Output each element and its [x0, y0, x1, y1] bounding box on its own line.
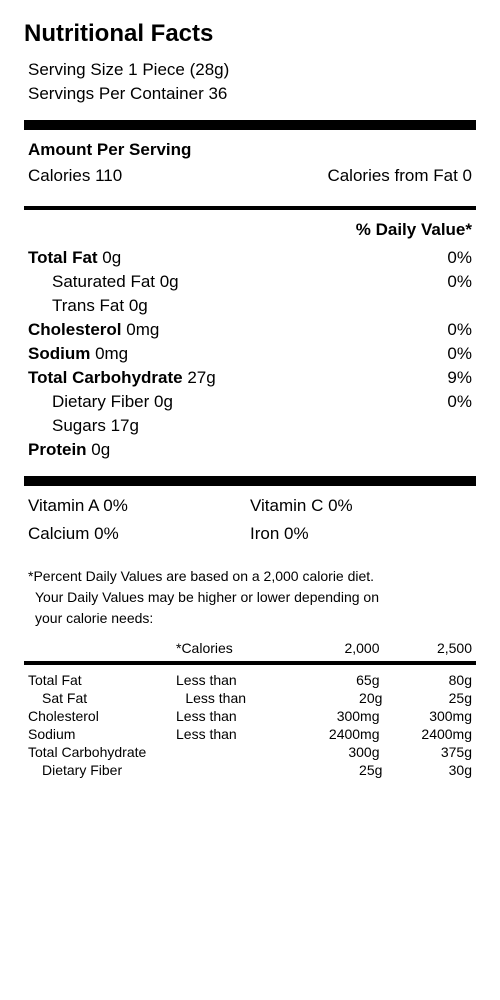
- ref-cell: 30g: [382, 762, 472, 778]
- ref-table-row: Total Carbohydrate 300g375g: [28, 743, 472, 761]
- nutrient-percent: 0%: [447, 320, 472, 340]
- ref-table-row: Dietary Fiber 25g30g: [28, 761, 472, 779]
- ref-table-row: CholesterolLess than300mg300mg: [28, 707, 472, 725]
- calories-label: Calories 110: [28, 166, 327, 186]
- ref-cell: [176, 744, 287, 760]
- ref-cell: [185, 762, 293, 778]
- nutrient-label: Sodium 0mg: [28, 344, 447, 364]
- ref-table-body: Total FatLess than65g80gSat FatLess than…: [24, 671, 476, 779]
- ref-table-header: *Calories 2,000 2,500: [28, 639, 472, 657]
- ref-cell: 375g: [380, 744, 473, 760]
- nutrient-label: Protein 0g: [28, 440, 472, 460]
- vitamins-block: Vitamin A 0% Calcium 0% Vitamin C 0% Iro…: [24, 486, 476, 554]
- ref-cell: 300mg: [380, 708, 473, 724]
- ref-cell: 80g: [380, 672, 473, 688]
- ref-table-row: Sat FatLess than20g25g: [28, 689, 472, 707]
- nutrient-label: Dietary Fiber 0g: [28, 392, 447, 412]
- nutrient-row: Total Carbohydrate 27g9%: [24, 366, 476, 390]
- ref-cell: Less than: [185, 690, 293, 706]
- footnote-line: your calorie needs:: [28, 608, 472, 629]
- ref-cell: Sat Fat: [28, 690, 185, 706]
- amount-per-serving-heading: Amount Per Serving: [24, 140, 476, 160]
- ref-cell: 25g: [293, 762, 383, 778]
- ref-cell: Less than: [176, 726, 287, 742]
- nutrient-label: Sugars 17g: [28, 416, 472, 436]
- ref-cell: Total Fat: [28, 672, 176, 688]
- ref-cell: 300g: [287, 744, 380, 760]
- ref-cell: Sodium: [28, 726, 176, 742]
- nutrient-row: Trans Fat 0g: [24, 294, 476, 318]
- ref-cell: Total Carbohydrate: [28, 744, 176, 760]
- nutrient-row: Protein 0g: [24, 438, 476, 462]
- daily-value-heading: % Daily Value*: [24, 210, 476, 246]
- nutrient-label: Total Fat 0g: [28, 248, 447, 268]
- ref-cell: Dietary Fiber: [28, 762, 185, 778]
- nutrients-list: Total Fat 0g0%Saturated Fat 0g0%Trans Fa…: [24, 246, 476, 462]
- iron: Iron 0%: [250, 524, 472, 544]
- calcium: Calcium 0%: [28, 524, 250, 544]
- ref-header-2000: 2,000: [287, 640, 380, 656]
- nutrient-percent: 9%: [447, 368, 472, 388]
- nutrient-percent: 0%: [447, 344, 472, 364]
- nutrient-label: Total Carbohydrate 27g: [28, 368, 447, 388]
- nutrient-row: Sodium 0mg0%: [24, 342, 476, 366]
- ref-cell: 20g: [293, 690, 383, 706]
- ref-cell: Cholesterol: [28, 708, 176, 724]
- divider-thick: [24, 120, 476, 130]
- ref-table-row: Total FatLess than65g80g: [28, 671, 472, 689]
- footnote: *Percent Daily Values are based on a 2,0…: [24, 562, 476, 633]
- page-title: Nutritional Facts: [24, 20, 476, 48]
- nutrient-row: Cholesterol 0mg0%: [24, 318, 476, 342]
- divider-medium: [24, 661, 476, 665]
- nutrient-percent: 0%: [447, 272, 472, 292]
- servings-per-container: Servings Per Container 36: [24, 84, 476, 104]
- ref-table-row: SodiumLess than2400mg2400mg: [28, 725, 472, 743]
- nutrient-percent: 0%: [447, 248, 472, 268]
- ref-cell: Less than: [176, 708, 287, 724]
- footnote-line: *Percent Daily Values are based on a 2,0…: [28, 566, 472, 587]
- ref-cell: 65g: [287, 672, 380, 688]
- nutrient-percent: 0%: [447, 392, 472, 412]
- nutrient-row: Sugars 17g: [24, 414, 476, 438]
- nutrient-label: Saturated Fat 0g: [28, 272, 447, 292]
- footnote-line: Your Daily Values may be higher or lower…: [28, 587, 472, 608]
- nutrient-row: Saturated Fat 0g0%: [24, 270, 476, 294]
- nutrient-label: Cholesterol 0mg: [28, 320, 447, 340]
- ref-cell: Less than: [176, 672, 287, 688]
- serving-size: Serving Size 1 Piece (28g): [24, 60, 476, 80]
- ref-cell: 2400mg: [380, 726, 473, 742]
- vitamin-a: Vitamin A 0%: [28, 496, 250, 516]
- vitamin-c: Vitamin C 0%: [250, 496, 472, 516]
- ref-cell: 25g: [382, 690, 472, 706]
- divider-thick: [24, 476, 476, 486]
- nutrient-label: Trans Fat 0g: [28, 296, 472, 316]
- ref-header-2500: 2,500: [380, 640, 473, 656]
- ref-cell: 2400mg: [287, 726, 380, 742]
- nutrient-row: Total Fat 0g0%: [24, 246, 476, 270]
- nutrient-row: Dietary Fiber 0g0%: [24, 390, 476, 414]
- ref-header-calories: *Calories: [176, 640, 287, 656]
- ref-cell: 300mg: [287, 708, 380, 724]
- calories-from-fat: Calories from Fat 0: [327, 166, 476, 186]
